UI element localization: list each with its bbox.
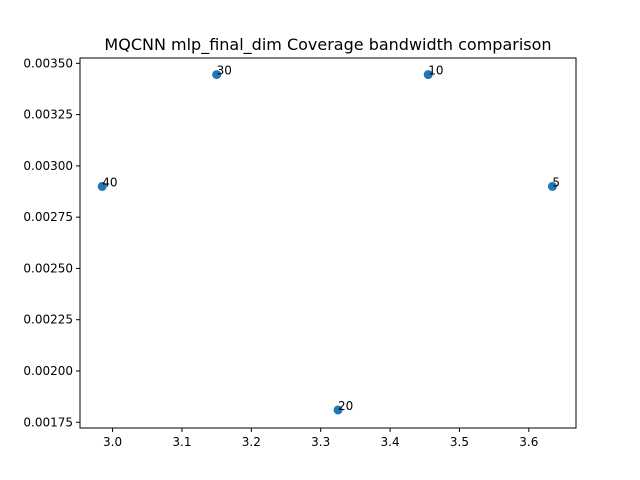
plot-frame — [79, 57, 577, 429]
x-tick-label: 3.0 — [103, 435, 122, 449]
x-tick-label: 3.6 — [519, 435, 538, 449]
x-axis-ticks: 3.0 3.1 3.2 3.3 3.4 3.5 3.6 — [103, 428, 538, 449]
data-points: 40 30 20 10 5 — [97, 64, 560, 415]
y-tick-label: 0.00350 — [23, 56, 73, 70]
data-point — [423, 70, 433, 80]
data-point-label: 40 — [102, 175, 117, 189]
x-tick-label: 3.1 — [172, 435, 191, 449]
y-tick-label: 0.00250 — [23, 261, 73, 275]
y-tick-label: 0.00175 — [23, 415, 73, 429]
y-tick-label: 0.00325 — [23, 108, 73, 122]
data-point — [212, 70, 222, 80]
x-tick-label: 3.5 — [450, 435, 469, 449]
y-axis-ticks: 0.00175 0.00200 0.00225 0.00250 0.00275 0.003… — [23, 56, 80, 429]
y-tick-label: 0.00275 — [23, 210, 73, 224]
data-point — [97, 181, 107, 191]
data-point-label: 10 — [428, 64, 443, 78]
y-tick-label: 0.00225 — [23, 313, 73, 327]
chart-title: MQCNN mlp_final_dim Coverage bandwidth c… — [104, 35, 551, 55]
data-point-label: 30 — [217, 64, 232, 78]
y-tick-label: 0.00200 — [23, 364, 73, 378]
data-point-label: 20 — [338, 399, 353, 413]
data-point-label: 5 — [552, 175, 560, 189]
x-tick-label: 3.3 — [311, 435, 330, 449]
data-point — [333, 405, 343, 415]
data-point — [547, 181, 557, 191]
x-tick-label: 3.2 — [242, 435, 261, 449]
x-tick-label: 3.4 — [381, 435, 400, 449]
y-tick-label: 0.00300 — [23, 159, 73, 173]
